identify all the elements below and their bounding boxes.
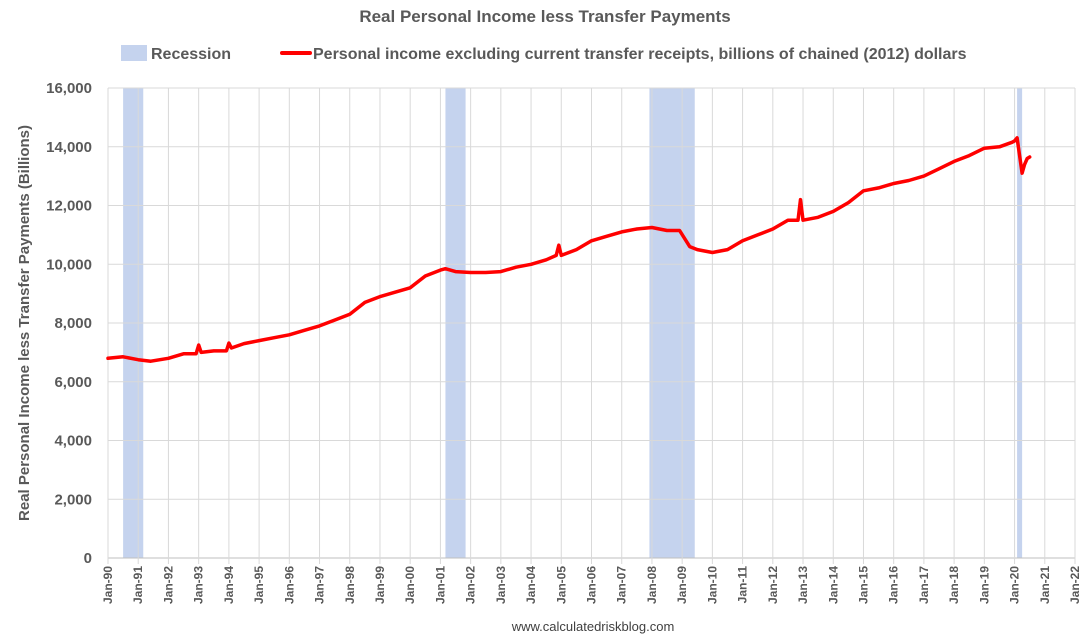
source-credit: www.calculatedriskblog.com: [511, 619, 675, 634]
y-tick-label: 8,000: [54, 315, 92, 332]
x-tick-label: Jan-13: [796, 566, 810, 604]
x-tick-label: Jan-03: [494, 566, 508, 604]
x-tick-label: Jan-21: [1038, 566, 1052, 604]
y-tick-label: 10,000: [46, 256, 92, 273]
x-tick-label: Jan-98: [343, 566, 357, 604]
x-tick-label: Jan-08: [645, 566, 659, 604]
y-tick-label: 4,000: [54, 433, 92, 450]
x-tick-label: Jan-05: [554, 566, 568, 604]
y-tick-label: 0: [84, 550, 92, 567]
x-tick-label: Jan-18: [947, 566, 961, 604]
series-lines: [106, 136, 1032, 363]
y-tick-label: 14,000: [46, 139, 92, 156]
legend-recession-swatch: [121, 45, 147, 61]
x-tick-label: Jan-04: [524, 566, 538, 604]
x-tick-label: Jan-09: [675, 566, 689, 604]
x-tick-label: Jan-20: [1008, 566, 1022, 604]
series-line-1: [106, 136, 1032, 363]
y-axis-ticks: 0 2,000 4,000 6,000 8,000 10,000 12,000 14,000 1…: [46, 80, 92, 567]
x-tick-label: Jan-06: [585, 566, 599, 604]
x-tick-label: Jan-10: [705, 566, 719, 604]
x-tick-label: Jan-91: [131, 566, 145, 604]
x-tick-label: Jan-15: [856, 566, 870, 604]
gridlines: [107, 87, 1076, 564]
y-axis-label: Real Personal Income less Transfer Payme…: [16, 125, 33, 521]
x-tick-label: Jan-16: [887, 566, 901, 604]
x-tick-label: Jan-94: [222, 566, 236, 604]
x-tick-label: Jan-90: [101, 566, 115, 604]
x-axis-ticks: Jan-90 Jan-91 Jan-92 Jan-93 Jan-94 Jan-95 Jan-…: [101, 566, 1082, 604]
y-tick-label: 16,000: [46, 80, 92, 97]
x-tick-label: Jan-12: [766, 566, 780, 604]
x-tick-label: Jan-96: [282, 566, 296, 604]
y-tick-label: 12,000: [46, 198, 92, 215]
y-tick-label: 6,000: [54, 374, 92, 391]
x-tick-label: Jan-02: [464, 566, 478, 604]
x-tick-label: Jan-95: [252, 566, 266, 604]
x-tick-label: Jan-07: [615, 566, 629, 604]
x-tick-label: Jan-22: [1068, 566, 1082, 604]
x-tick-label: Jan-99: [373, 566, 387, 604]
chart-title: Real Personal Income less Transfer Payme…: [359, 7, 730, 26]
x-tick-label: Jan-93: [192, 566, 206, 604]
x-tick-label: Jan-19: [977, 566, 991, 604]
x-tick-label: Jan-92: [161, 566, 175, 604]
x-tick-label: Jan-97: [313, 566, 327, 604]
x-tick-label: Jan-11: [736, 566, 750, 604]
legend-series-label: Personal income excluding current transf…: [313, 46, 967, 63]
legend-recession-label: Recession: [151, 46, 231, 63]
x-tick-label: Jan-14: [826, 566, 840, 604]
y-tick-label: 2,000: [54, 491, 92, 508]
x-tick-label: Jan-01: [433, 566, 447, 604]
x-tick-label: Jan-17: [917, 566, 931, 604]
x-tick-label: Jan-00: [403, 566, 417, 604]
legend: Recession Personal income excluding curr…: [121, 45, 967, 63]
